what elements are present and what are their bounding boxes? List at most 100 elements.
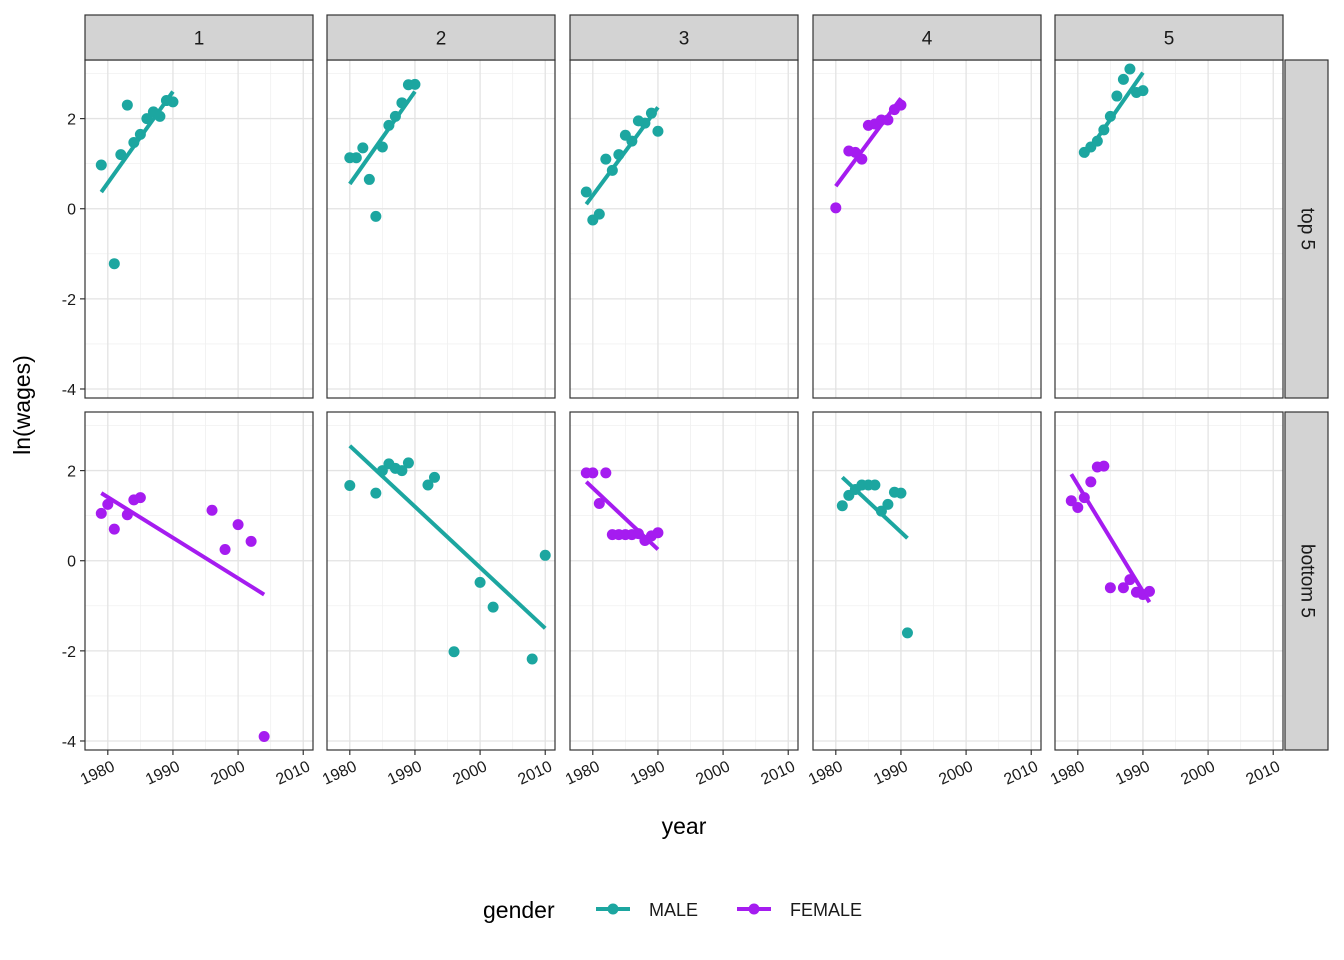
panel-background [85,412,313,750]
data-point [1091,135,1103,147]
data-point [258,730,270,742]
panel-background [1055,60,1283,398]
y-tick-label: 2 [67,112,76,129]
data-point [856,153,868,165]
panel-background [570,60,798,398]
data-point [639,117,651,129]
data-point [448,646,460,658]
data-point [245,535,257,547]
data-point [383,119,395,131]
data-point [108,523,120,535]
data-point [830,202,842,214]
data-point [652,125,664,137]
data-point [219,543,231,555]
data-point [370,210,382,222]
facet-strip-label: 4 [922,29,933,50]
data-point [1104,582,1116,594]
legend-label: MALE [649,900,698,920]
data-point [645,107,657,119]
data-point [370,487,382,499]
facet-strip-label: top 5 [1296,208,1317,250]
panel-border [326,411,556,751]
data-point [102,498,114,510]
data-point [1124,574,1136,586]
y-tick-label: 2 [67,464,76,481]
y-tick-label: 0 [67,202,76,219]
x-tick-label: 1990 [871,758,911,788]
x-tick-label: 2000 [936,758,976,788]
data-point [396,465,408,477]
facet-strip-label: 1 [194,29,205,50]
data-point [626,135,638,147]
data-point [350,152,362,164]
data-point [1117,73,1129,85]
panel-background [570,412,798,750]
data-point [487,601,499,613]
x-tick-label: 2000 [450,758,490,788]
data-point [1098,124,1110,136]
facet-strip-top [84,14,314,61]
facet-strip-label: 2 [436,29,447,50]
facet-strip-label: 3 [679,29,690,50]
x-tick-label: 2000 [208,758,248,788]
data-point [613,149,625,161]
data-point [108,258,120,270]
data-point [593,497,605,509]
data-point [895,487,907,499]
facet-strip-top [1054,14,1284,61]
data-point [600,153,612,165]
data-point [1143,585,1155,597]
data-point [422,479,434,491]
panel-border [812,411,1042,751]
panel-border [84,411,314,751]
panel-background [813,412,1041,750]
data-point [134,128,146,140]
y-axis-title: ln(wages) [9,355,35,455]
data-point [428,471,440,483]
data-point [600,467,612,479]
data-point [1078,492,1090,504]
y-tick-label: -4 [62,382,76,399]
data-point [587,467,599,479]
data-point [396,97,408,109]
facet-strip-label: 5 [1164,29,1175,50]
data-point [357,142,369,154]
x-tick-label: 2010 [1243,758,1283,788]
x-tick-label: 1980 [78,758,118,788]
data-point [167,96,179,108]
y-tick-label: 0 [67,554,76,571]
x-tick-label: 1990 [385,758,425,788]
data-point [363,173,375,185]
data-point [606,164,618,176]
x-tick-label: 1980 [1048,758,1088,788]
facet-strip-top [569,14,799,61]
data-point [402,457,414,469]
panel-background [85,60,313,398]
facet-strip-top [812,14,1042,61]
data-point [389,110,401,122]
x-tick-label: 2010 [1001,758,1041,788]
data-point [344,479,356,491]
data-point [869,479,881,491]
x-tick-label: 1980 [320,758,360,788]
data-point [593,208,605,220]
data-point [652,527,664,539]
data-point [95,159,107,171]
data-point [1072,502,1084,514]
facet-strip-top [326,14,556,61]
data-point [232,519,244,531]
data-point [882,498,894,510]
legend-label: FEMALE [790,900,862,920]
fit-line [834,97,903,188]
x-tick-label: 1980 [563,758,603,788]
data-point [580,186,592,198]
data-point [474,576,486,588]
x-tick-label: 1980 [806,758,846,788]
data-point [895,99,907,111]
data-point [121,509,133,521]
facet-strip-label: bottom 5 [1296,544,1317,618]
y-tick-label: -2 [62,644,76,661]
y-tick-label: -4 [62,734,76,751]
data-point [539,549,551,561]
